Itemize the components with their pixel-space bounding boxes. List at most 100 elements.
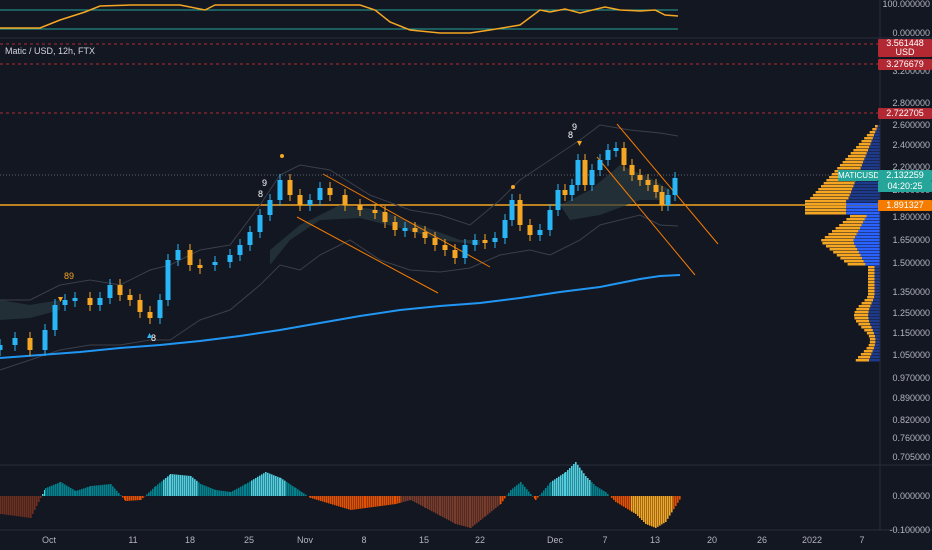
tag-support: 1.891327 [878,200,932,211]
ema-200-line [0,274,681,359]
candle [509,200,515,220]
signal-dot [511,185,515,189]
candle [72,298,78,301]
candle [547,210,553,230]
candlesticks [0,142,678,356]
candle [187,250,193,265]
price-axis-label: 0.890000 [892,393,930,403]
time-axis-label: 8 [361,535,367,545]
tag-3561448: 3.561448 USD [878,39,932,57]
volume-profile [805,125,880,362]
candle [307,200,313,205]
candle [582,160,588,185]
price-axis-label: 0.000000 [892,491,930,501]
candle [562,190,568,195]
candle [372,210,378,213]
channel-lines [296,123,719,294]
candle [107,285,113,298]
candle [287,180,293,195]
candle [42,330,48,350]
candle [62,300,68,305]
candle [277,180,283,200]
candle [472,240,478,245]
candle [492,238,498,242]
candle [672,178,678,195]
candle [227,255,233,262]
td-label-8c: 8 [568,130,574,140]
candle [137,300,143,312]
candle [327,188,333,195]
price-axis-label: 2.200000 [892,162,930,172]
td-label-9b: 9 [572,122,578,132]
price-axis-label: 2.400000 [892,140,930,150]
candle [589,170,595,185]
price-axis-label: 1.650000 [892,235,930,245]
time-axis-label: 26 [756,535,768,545]
candle [442,245,448,250]
candle [382,212,388,222]
tag-symbol: MATICUSD [838,170,880,181]
candle [645,180,651,185]
candle [175,250,181,260]
time-axis-label: 25 [243,535,255,545]
price-axis-label: 100.000000 [882,0,930,9]
price-axis-label: 0.760000 [892,433,930,443]
candle [452,250,458,258]
time-axis-label: Oct [41,535,57,545]
buy-setup-marker [147,333,152,338]
price-axis-label: 2.600000 [892,120,930,130]
osc-line [0,4,679,34]
candle [653,185,659,192]
signal-dot [280,154,284,158]
candle [555,190,561,210]
candle [517,200,523,225]
price-axis-label: 0.970000 [892,373,930,383]
candle [97,298,103,305]
candle [0,345,3,350]
candle [569,185,575,195]
candle [502,220,508,238]
price-axis-label: -0.100000 [889,525,930,535]
candle [659,192,665,205]
candle [462,245,468,258]
candle [247,232,253,245]
price-axis-label: 1.150000 [892,328,930,338]
candle [297,195,303,205]
candle [317,188,323,200]
time-axis-label: 22 [474,535,486,545]
candle [127,295,133,300]
candle [665,195,671,205]
td-label-9a: 9 [262,178,268,188]
candle [237,245,243,255]
candle [212,262,218,265]
time-axis-label: 11 [128,535,138,545]
top-oscillator-panel [0,4,932,39]
price-axis-label: 0.820000 [892,415,930,425]
candle [402,228,408,231]
candle [629,165,635,175]
candle [52,305,58,330]
price-axis-label: 3.200000 [892,66,930,76]
sell-setup-marker [58,297,63,302]
price-axis-label: 0.705000 [892,452,930,462]
time-axis-label: 15 [418,535,430,545]
candle [197,265,203,268]
time-axis-label: 18 [184,535,196,545]
time-axis-label: 20 [706,535,718,545]
candle [537,230,543,235]
td-label-8b: 8 [258,189,264,199]
candle [357,205,363,210]
candle [342,195,348,205]
candle [432,238,438,245]
price-axis-label: 1.350000 [892,287,930,297]
price-axis-label: 0.000000 [892,28,930,38]
sell-setup-marker [577,141,582,146]
candle [637,175,643,180]
candle [527,225,533,235]
candle [267,200,273,215]
symbol-title[interactable]: Matic / USD, 12h, FTX [5,46,96,56]
time-axis-label: Nov [296,535,314,545]
time-axis-label: 13 [649,535,661,545]
candle [597,160,603,170]
